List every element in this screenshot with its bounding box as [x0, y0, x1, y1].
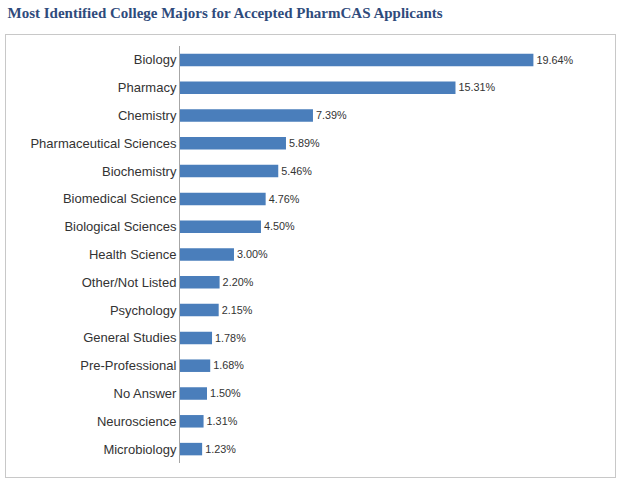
svg-text:Neuroscience: Neuroscience [97, 414, 177, 429]
svg-text:No Answer: No Answer [114, 386, 178, 401]
svg-text:Pre-Professional: Pre-Professional [80, 358, 176, 373]
svg-text:Biology: Biology [134, 52, 177, 67]
svg-text:Other/Not Listed: Other/Not Listed [82, 275, 177, 290]
svg-text:1.50%: 1.50% [210, 387, 241, 399]
svg-text:Microbiology: Microbiology [103, 442, 176, 457]
svg-text:1.78%: 1.78% [215, 332, 246, 344]
svg-text:1.68%: 1.68% [213, 359, 244, 371]
svg-text:7.39%: 7.39% [316, 109, 347, 121]
svg-text:Biomedical Science: Biomedical Science [63, 191, 176, 206]
svg-text:2.15%: 2.15% [222, 304, 253, 316]
svg-text:4.50%: 4.50% [264, 220, 295, 232]
svg-text:5.46%: 5.46% [281, 165, 312, 177]
svg-text:Chemistry: Chemistry [118, 108, 177, 123]
svg-text:General Studies: General Studies [83, 330, 177, 345]
svg-text:Most Identified College Majors: Most Identified College Majors for Accep… [7, 5, 442, 21]
svg-text:15.31%: 15.31% [459, 81, 496, 93]
svg-text:Biochemistry: Biochemistry [102, 164, 177, 179]
svg-text:2.20%: 2.20% [223, 276, 254, 288]
svg-text:1.23%: 1.23% [205, 443, 236, 455]
svg-text:19.64%: 19.64% [536, 54, 573, 66]
svg-text:4.76%: 4.76% [269, 193, 300, 205]
svg-text:1.31%: 1.31% [207, 415, 238, 427]
svg-text:Pharmaceutical Sciences: Pharmaceutical Sciences [30, 136, 176, 151]
svg-text:Biological Sciences: Biological Sciences [64, 219, 177, 234]
svg-text:Health Science: Health Science [89, 247, 176, 262]
svg-text:5.89%: 5.89% [289, 137, 320, 149]
svg-text:Psychology: Psychology [110, 303, 177, 318]
svg-text:3.00%: 3.00% [237, 248, 268, 260]
svg-text:Pharmacy: Pharmacy [118, 80, 177, 95]
